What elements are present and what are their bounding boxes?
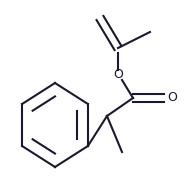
- Text: O: O: [113, 68, 123, 81]
- Text: O: O: [167, 92, 177, 104]
